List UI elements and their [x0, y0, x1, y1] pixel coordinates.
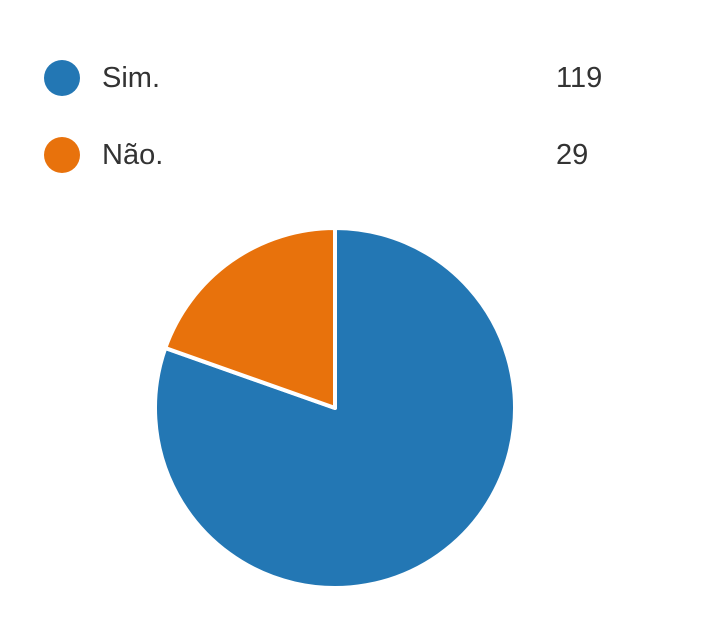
legend-label-nao: Não.: [102, 139, 164, 171]
legend-swatch-sim: [44, 60, 80, 96]
legend-value-nao: 29: [556, 139, 589, 171]
legend-value-sim: 119: [556, 62, 603, 94]
legend-item-sim: Sim. 119: [44, 58, 624, 98]
legend-swatch-nao: [44, 137, 80, 173]
legend-label-sim: Sim.: [102, 62, 160, 94]
legend-item-nao: Não. 29: [44, 135, 624, 175]
pie-slice-nao: [163, 226, 337, 410]
